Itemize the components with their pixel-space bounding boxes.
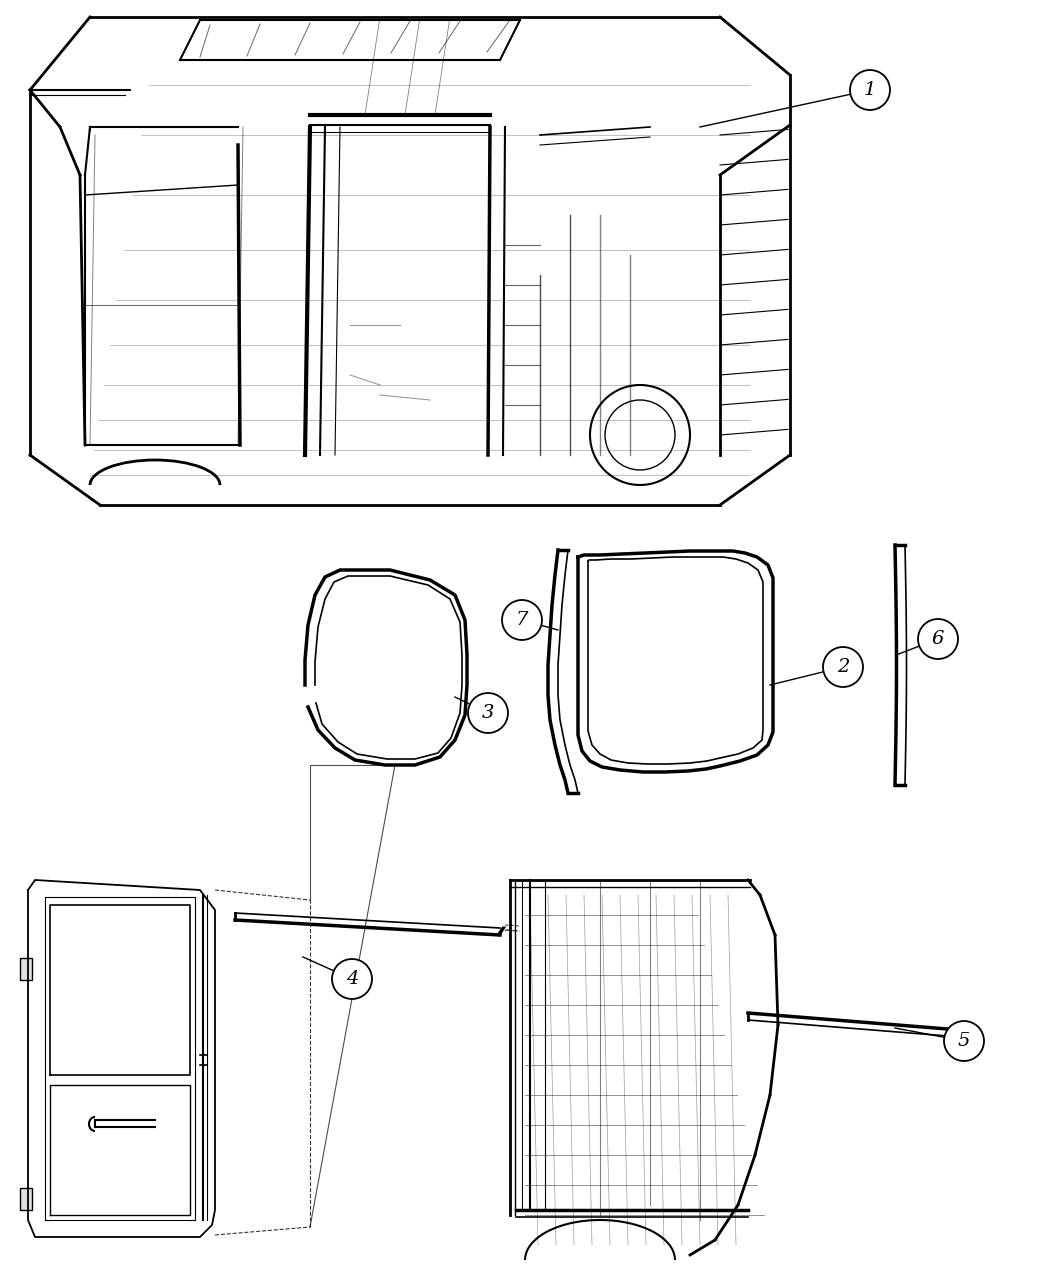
- Circle shape: [944, 1021, 984, 1061]
- Circle shape: [502, 601, 542, 640]
- Text: 2: 2: [837, 658, 849, 676]
- Circle shape: [823, 646, 863, 687]
- FancyBboxPatch shape: [20, 1188, 32, 1210]
- Text: 1: 1: [864, 82, 876, 99]
- Text: 6: 6: [931, 630, 944, 648]
- Text: 5: 5: [958, 1031, 970, 1051]
- FancyBboxPatch shape: [20, 958, 32, 980]
- Circle shape: [332, 959, 372, 1000]
- Text: 7: 7: [516, 611, 528, 629]
- Circle shape: [918, 618, 958, 659]
- Text: 4: 4: [345, 970, 358, 988]
- Text: 3: 3: [482, 704, 495, 722]
- Circle shape: [468, 694, 508, 733]
- Circle shape: [850, 70, 890, 110]
